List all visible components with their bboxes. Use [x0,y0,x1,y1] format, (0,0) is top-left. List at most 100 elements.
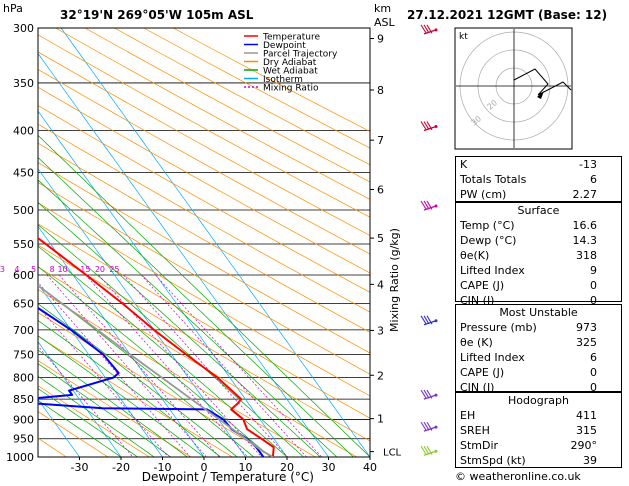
km-tick-label: 7 [377,134,384,147]
pressure-tick-label: 300 [13,22,34,35]
wind-barb-feather [420,421,427,431]
mixing-ratio-line [38,281,191,457]
indices-panel: K -13 Totals Totals 6 PW (cm) 2.27 [455,156,622,202]
isotherm-line [38,283,163,457]
wind-barb-feather [426,121,433,131]
wind-barb-feather [426,24,433,34]
hodograph-params-panel: Hodograph EH 411 SREH 315 StmDir 290° StmSpd (… [455,392,622,468]
wind-barb-dot [434,204,438,208]
dry-adiabat-line [38,34,370,218]
surface-label: Dewp (°C) [460,234,517,247]
km-tick-label: 2 [377,369,384,382]
most-unstable-label: CIN (J) [460,381,495,394]
wind-barb-feather [420,200,427,210]
mixing-ratio-label: 5 [31,265,36,274]
most-unstable-value: 6 [590,351,597,364]
most-unstable-value: 0 [590,366,597,379]
mixing-ratio-label: 8 [50,265,55,274]
wind-barbs [420,24,438,456]
wind-barb-feather [423,389,430,399]
wind-barb-shaft [423,394,437,400]
dry-adiabat-line [38,335,233,457]
most-unstable-row: θe (K) 325 [456,335,621,350]
mixing-ratio-line [98,274,262,457]
mixing-ratio-line [122,274,288,457]
wet-adiabat-line [38,375,155,457]
pressure-tick-label: 900 [13,413,34,426]
legend-label: Temperature [262,33,320,43]
surface-value: 0 [590,294,597,307]
most-unstable-row: Pressure (mb) 973 [456,320,621,335]
wind-barb-feather [423,200,430,210]
legend-label: Wet Adiabat [263,67,318,77]
index-label: K [460,158,468,171]
copyright-footer[interactable]: © weatheronline.co.uk [455,470,581,483]
km-unit-label: km [374,2,391,15]
hodograph-param-label: StmSpd (kt) [460,454,526,467]
pressure-tick-label: 600 [13,269,34,282]
hodograph: kt 20 30 [454,27,573,150]
km-tick-label: 5 [377,232,384,245]
isotherm-line [38,52,329,457]
most-unstable-label: Pressure (mb) [460,321,537,334]
most-unstable-row: CIN (J) 0 [456,380,621,395]
index-label: Totals Totals [460,173,527,186]
wind-barb-feather [426,200,433,210]
dry-adiabat-line [38,162,370,354]
surface-row: CAPE (J) 0 [456,278,621,293]
pressure-tick-label: 950 [13,433,34,446]
dry-adiabat-line [84,28,370,183]
wind-barb-feather [420,121,427,130]
legend-label: Isotherm [263,75,303,85]
hodograph-frame [454,27,573,150]
mixing-ratio-label: 10 [57,265,67,274]
surface-panel: Surface Temp (°C) 16.6 Dewp (°C) 14.3 θe(K) 3… [455,202,622,307]
isotherm-line [38,110,288,457]
wind-barb-shaft [423,426,437,432]
wet-adiabat-line [38,335,205,457]
dry-adiabat-line [38,51,370,236]
km-tick-label: 4 [377,278,384,291]
wind-barb-dot [434,125,438,129]
dry-adiabat-line [38,223,370,419]
hodograph-param-label: StmDir [460,439,499,452]
axes: 3003504004505005506006507007508008509009… [0,22,402,474]
wind-barb-feather [420,445,427,455]
wet-adiabat-line [38,303,238,457]
x-tick-label: 30 [322,461,336,474]
most-unstable-row: CAPE (J) 0 [456,365,621,380]
wind-barb-feather [426,421,433,431]
index-row: PW (cm) 2.27 [456,187,621,202]
dry-adiabat-line [38,244,370,442]
wet-adiabat-line [38,363,172,457]
isotherm-line [60,28,370,457]
lcl-label: LCL [383,448,402,459]
surface-label: Temp (°C) [460,219,515,232]
index-value: 6 [590,173,597,186]
wind-barb-feather [420,315,427,325]
hodograph-unit-label: kt [459,32,468,42]
km-tick-label: 3 [377,324,384,337]
wind-barb-feather [420,389,427,399]
pressure-tick-label: 750 [13,348,34,361]
location-title: 32°19'N 269°05'W 105m ASL [60,8,254,22]
mixing-ratio-label: 20 [95,265,105,274]
hodograph-param-label: SREH [460,424,490,437]
dewpoint-line [38,306,265,457]
legend-label: Dewpoint [263,41,306,51]
dry-adiabat-line [38,69,370,255]
surface-value: 0 [590,279,597,292]
km-tick-label: 8 [377,84,384,97]
wind-barb-feather [420,24,427,34]
x-tick-label: 10 [239,461,253,474]
index-row: Totals Totals 6 [456,172,621,187]
dry-adiabat-line [55,28,370,200]
most-unstable-label: θe (K) [460,336,493,349]
surface-value: 16.6 [572,219,598,232]
mixing-ratio-line [140,274,307,457]
pressure-tick-label: 650 [13,298,34,311]
pressure-tick-label: 850 [13,393,34,406]
profile-lines [38,236,275,457]
index-value: -13 [579,158,597,171]
